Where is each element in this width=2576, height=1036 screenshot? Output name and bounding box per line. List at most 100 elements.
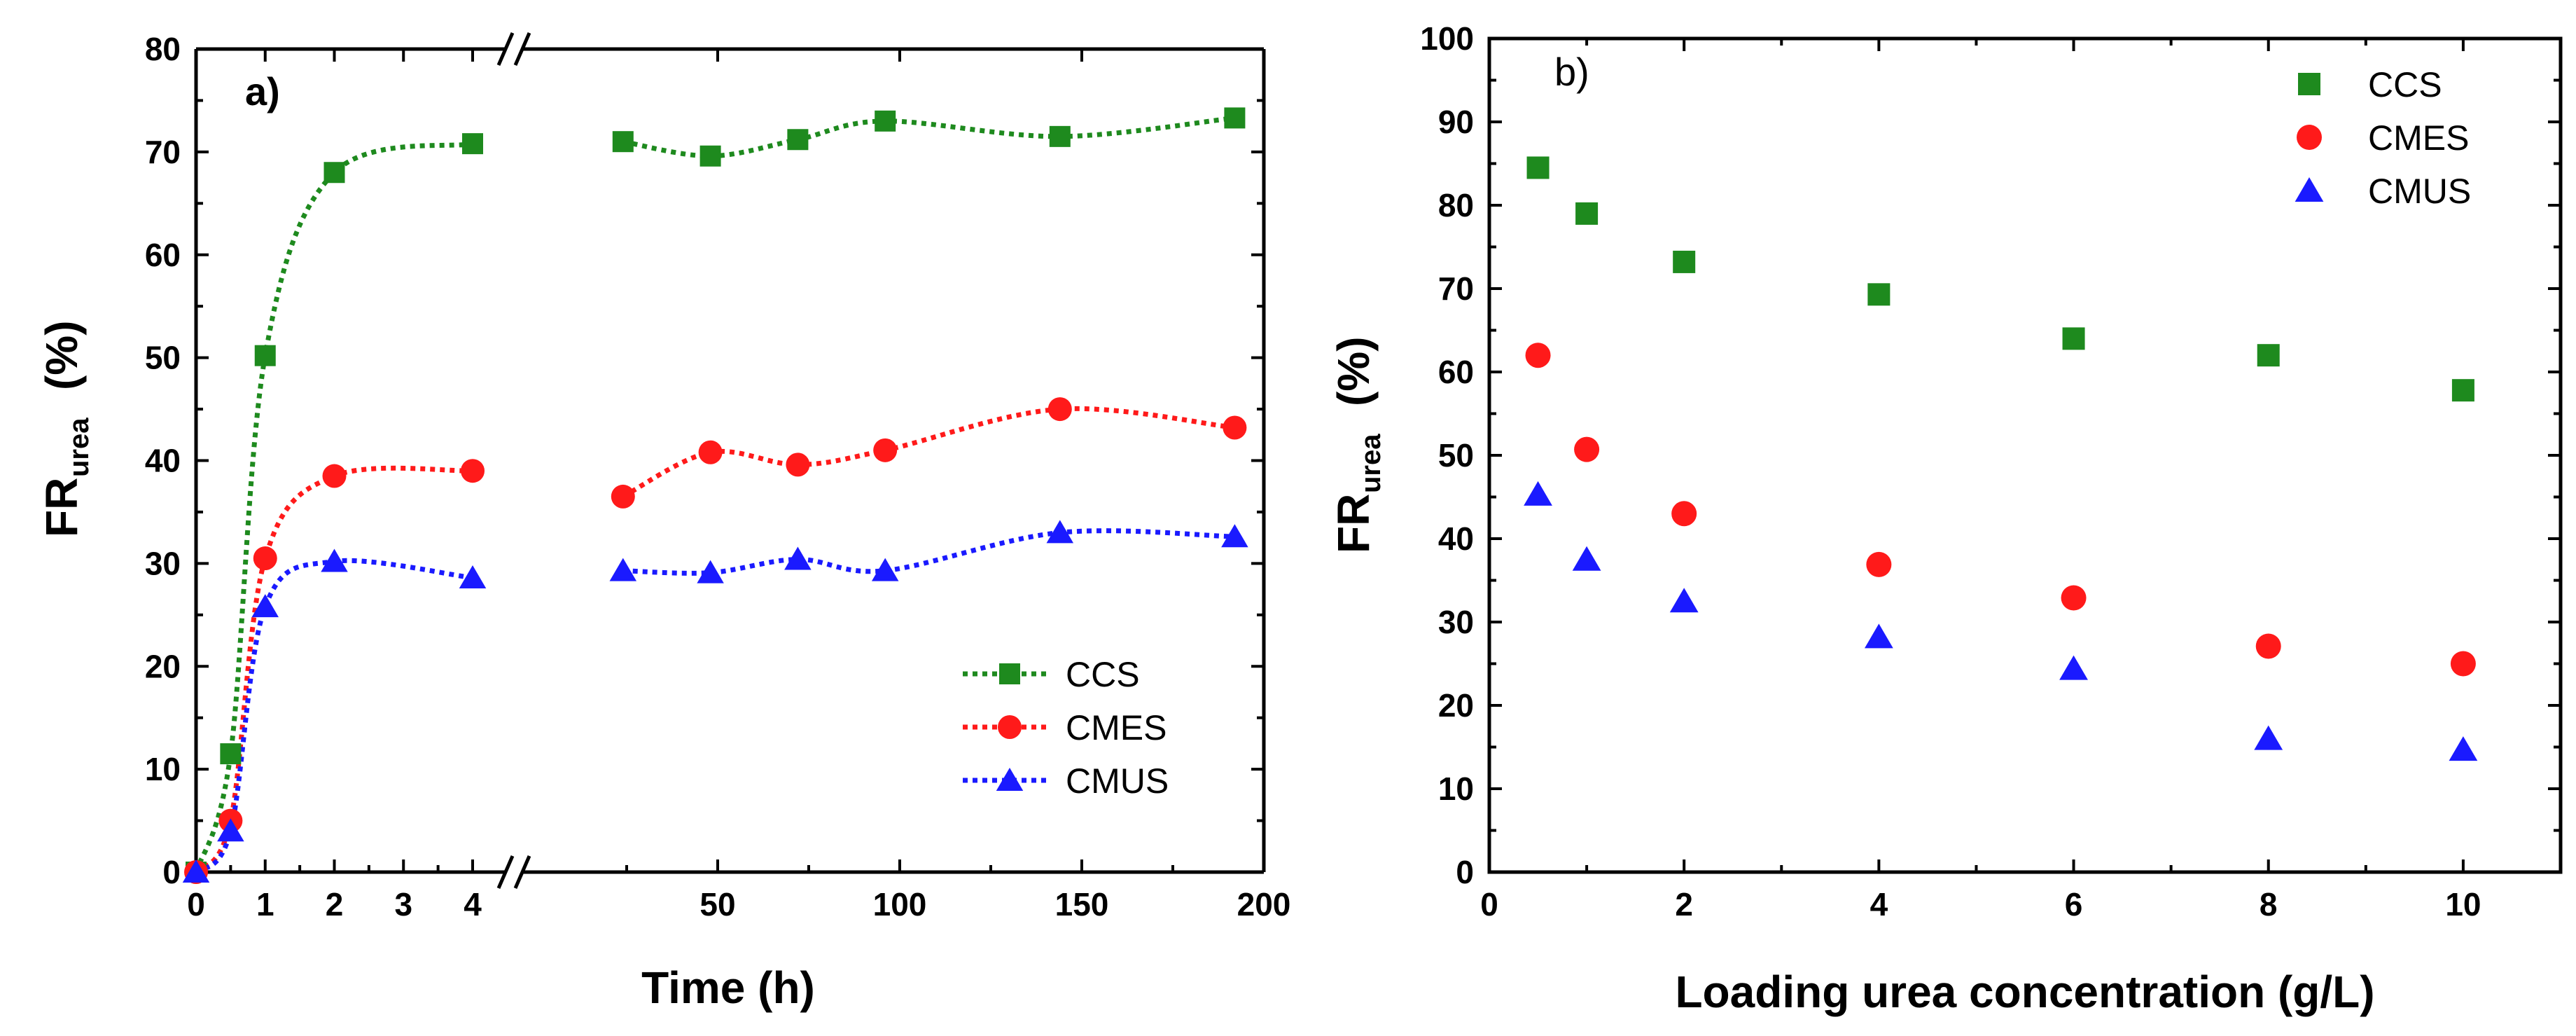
panel-b-label: b) — [1554, 50, 1589, 94]
panel-a-y-tick-label: 70 — [145, 134, 181, 170]
data-point-cmus — [871, 558, 899, 581]
panel-b-legend: CCS CMES CMUS — [2295, 65, 2471, 211]
panel-b-y-tick-label: 20 — [1438, 687, 1474, 724]
data-point-ccs — [462, 133, 483, 155]
panel-b-y-tick-label: 90 — [1438, 104, 1474, 140]
data-point-cmes — [461, 459, 485, 483]
panel-a-y-axis-title: FR urea (%) — [36, 320, 95, 537]
data-point-ccs — [699, 145, 721, 167]
data-point-cmes — [1671, 501, 1697, 527]
legend-label-cmus: CMUS — [2368, 172, 2471, 211]
data-point-cmes — [1223, 415, 1247, 440]
data-point-cmus — [251, 594, 279, 618]
legend-label-cmes: CMES — [2368, 118, 2469, 158]
panel-b-y-tick-label: 80 — [1438, 187, 1474, 223]
data-point-cmes — [2450, 651, 2476, 677]
data-point-ccs — [1224, 107, 1246, 129]
data-point-cmus — [784, 546, 812, 570]
legend-marker-cmus — [996, 768, 1024, 791]
svg-text:(%): (%) — [1328, 336, 1379, 406]
panel-b-x-tick-label: 8 — [2260, 886, 2278, 923]
panel-a-y-tick-label: 80 — [145, 31, 181, 67]
data-point-cmes — [873, 438, 898, 462]
panel-a-x-tick-label: 50 — [699, 886, 735, 923]
data-point-cmus — [182, 859, 210, 883]
data-point-cmus — [2254, 725, 2283, 750]
panel-a-x-axis-title: Time (h) — [641, 962, 815, 1013]
panel-a-x-tick-label: 100 — [873, 886, 927, 923]
data-point-cmus — [2449, 736, 2478, 761]
legend-label-ccs: CCS — [1066, 655, 1140, 694]
legend-label-cmes: CMES — [1066, 708, 1167, 747]
data-point-cmus — [1572, 546, 1601, 571]
panel-a-y-tick-label: 10 — [145, 751, 181, 787]
panel-a-axis-break-top — [496, 32, 531, 66]
data-point-ccs — [787, 129, 809, 151]
data-point-cmes — [2255, 633, 2281, 659]
panel-a-y-tick-label: 50 — [145, 340, 181, 376]
svg-text:urea: urea — [1356, 434, 1386, 493]
panel-a-x-tick-label: 200 — [1237, 886, 1291, 923]
panel-a-x-tick-label: 3 — [394, 886, 412, 923]
legend-marker-cmes — [2297, 125, 2322, 150]
panel-b-x-axis-title: Loading urea concentration (g/L) — [1675, 967, 2374, 1017]
panel-a-x-tick-label: 2 — [326, 886, 344, 923]
data-point-ccs — [323, 162, 345, 184]
panel-b-x-tick-label: 0 — [1480, 886, 1498, 923]
panel-b-y-tick-label: 50 — [1438, 437, 1474, 474]
panel-b-y-tick-label: 60 — [1438, 354, 1474, 390]
panel-b-x-tick-label: 2 — [1675, 886, 1693, 923]
panel-a-x-tick-label: 0 — [187, 886, 205, 923]
panel-b-y-tick-label: 100 — [1420, 20, 1474, 57]
data-point-ccs — [254, 345, 276, 366]
data-point-cmus — [1221, 524, 1248, 548]
legend-label-cmus: CMUS — [1066, 761, 1169, 801]
panel-b-x-tick-label: 6 — [2065, 886, 2083, 923]
panel-b-x-tick-label: 10 — [2445, 886, 2481, 923]
svg-text:urea: urea — [64, 417, 95, 477]
data-point-cmes — [253, 546, 277, 571]
data-point-cmus — [459, 565, 487, 588]
panel-b-y-tick-label: 30 — [1438, 604, 1474, 640]
data-point-cmes — [611, 484, 635, 509]
data-point-cmus — [2059, 655, 2088, 680]
data-point-cmus — [1046, 520, 1074, 544]
svg-text:FR: FR — [1328, 494, 1379, 553]
panel-b-y-tick-label: 0 — [1456, 854, 1474, 890]
legend-marker-ccs — [999, 663, 1020, 684]
data-point-cmus — [217, 818, 244, 842]
data-point-ccs — [2062, 327, 2085, 350]
data-point-cmus — [697, 560, 724, 583]
legend-marker-cmes — [998, 715, 1022, 739]
panel-b-y-tick-label: 40 — [1438, 520, 1474, 557]
data-point-ccs — [612, 131, 634, 153]
data-point-cmes — [1574, 436, 1600, 462]
data-point-cmus — [321, 548, 348, 572]
data-point-cmes — [698, 440, 723, 464]
data-point-ccs — [1673, 250, 1696, 273]
data-point-cmes — [322, 464, 347, 488]
data-point-ccs — [1575, 202, 1599, 225]
series-line-cmus — [622, 528, 1235, 576]
data-point-cmus — [1524, 481, 1552, 506]
data-point-cmus — [1864, 623, 1893, 649]
panel-a-axis-break-bottom — [496, 855, 531, 889]
panel-a-y-tick-label: 0 — [162, 854, 181, 890]
series-line-ccs — [193, 141, 473, 873]
data-point-cmes — [1047, 397, 1072, 422]
data-point-ccs — [875, 110, 896, 132]
data-point-cmes — [1525, 343, 1551, 368]
data-point-ccs — [2257, 344, 2280, 367]
panel-a-y-tick-label: 60 — [145, 237, 181, 273]
panel-b: 0 10 20 30 40 50 60 70 80 90 100 0 2 4 6 8 10 b) FR urea… — [1328, 20, 2563, 1017]
svg-text:FR: FR — [36, 478, 87, 537]
panel-a-label: a) — [245, 69, 280, 113]
data-point-ccs — [1526, 156, 1550, 179]
data-point-ccs — [1867, 283, 1891, 306]
data-point-cmes — [786, 453, 810, 477]
data-point-ccs — [220, 743, 242, 765]
svg-text:(%): (%) — [36, 320, 87, 390]
data-point-cmes — [2061, 585, 2087, 611]
legend-label-ccs: CCS — [2368, 65, 2442, 104]
